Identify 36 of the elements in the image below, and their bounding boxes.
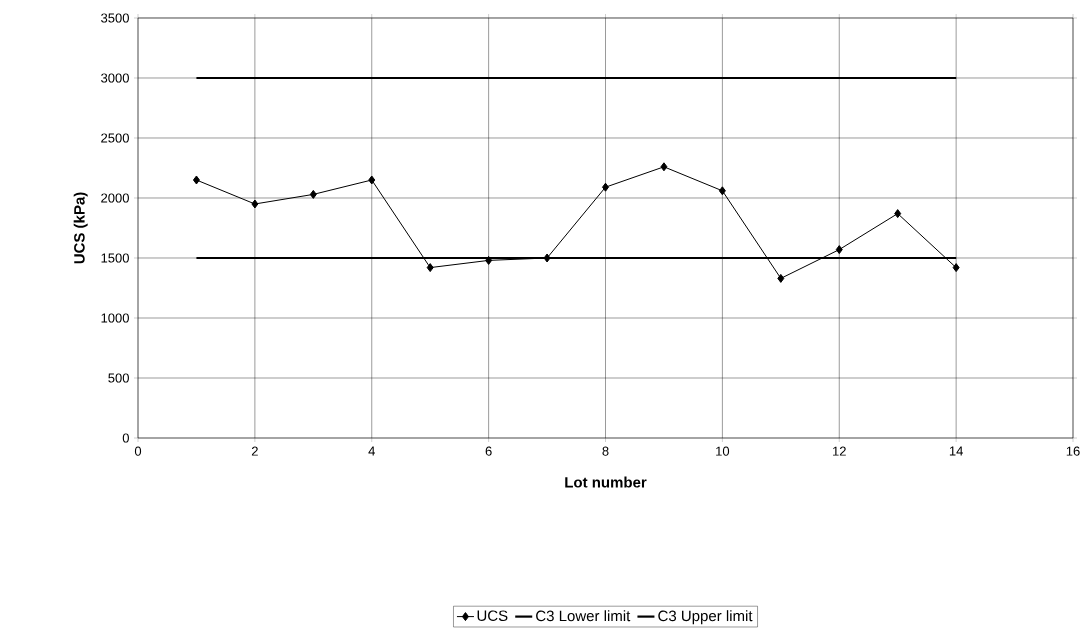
y-tick-label: 1000	[101, 313, 129, 323]
point	[368, 175, 376, 185]
x-axis-title: Lot number	[565, 476, 647, 488]
point	[251, 199, 259, 209]
y-axis-title: UCS (kPa)	[73, 192, 88, 264]
point	[894, 209, 902, 219]
x-tick-label: 0	[134, 446, 142, 456]
legend-label: C3 Upper limit	[658, 610, 753, 625]
y-tick-label: 1500	[101, 253, 129, 263]
point	[835, 245, 843, 255]
x-tick-label: 6	[485, 446, 492, 456]
point	[952, 263, 960, 273]
x-tick-label: 14	[949, 446, 963, 456]
x-tick-label: 8	[602, 446, 609, 456]
y-tick-label: 0	[122, 433, 129, 443]
point	[602, 182, 610, 192]
point	[660, 162, 668, 172]
point	[309, 189, 317, 199]
y-tick-label: 3000	[101, 73, 129, 83]
x-tick-label: 12	[833, 446, 846, 456]
point	[485, 255, 493, 265]
y-tick-label: 2000	[101, 193, 129, 203]
legend-label: UCS	[477, 610, 508, 621]
point	[192, 175, 200, 185]
legend-label: C3 Lower limit	[536, 610, 631, 622]
point	[543, 253, 551, 263]
x-tick-label: 10	[716, 446, 730, 456]
y-tick-label: 2500	[101, 133, 129, 143]
y-tick-label: 500	[108, 373, 129, 383]
y-tick-label: 3500	[101, 13, 129, 23]
point	[777, 273, 785, 283]
point	[718, 186, 726, 196]
x-tick-label: 16	[1066, 446, 1080, 456]
point	[426, 263, 434, 273]
x-tick-label: 2	[251, 446, 258, 456]
x-tick-label: 4	[368, 446, 375, 456]
